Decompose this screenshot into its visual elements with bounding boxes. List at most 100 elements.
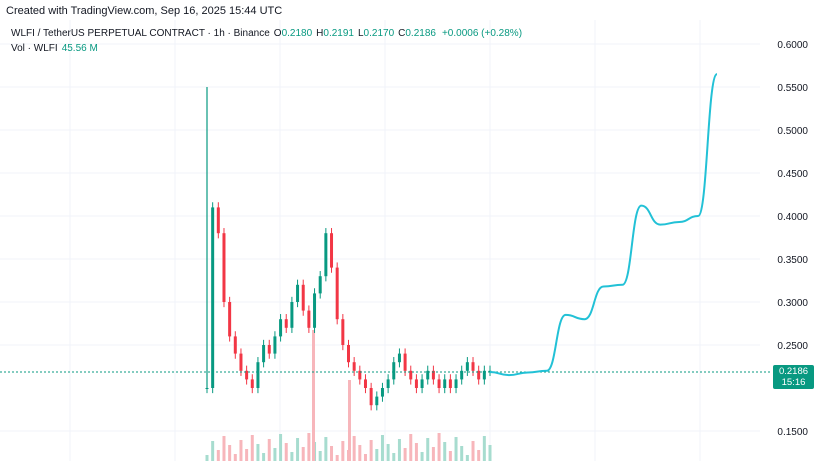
volume-bar — [443, 442, 447, 461]
candle-body — [386, 379, 390, 388]
high-label: H — [316, 28, 324, 39]
y-tick-label: 0.5000 — [777, 126, 808, 137]
candle-body — [262, 345, 266, 363]
change-value: +0.0006 (+0.28%) — [441, 28, 523, 39]
candle-body — [290, 302, 294, 328]
price-axis: 0.6000 0.5500 0.5000 0.4500 0.4000 0.3500 0.30… — [777, 40, 808, 438]
volume-bar — [222, 436, 226, 461]
y-tick-label: 0.3000 — [777, 298, 808, 309]
candle-body — [301, 284, 305, 311]
volume-bar — [488, 445, 492, 461]
volume-bar — [386, 444, 390, 461]
candle-body — [284, 319, 288, 328]
volume-bar — [397, 439, 401, 461]
projection-line — [489, 73, 718, 377]
candle-body — [211, 207, 215, 388]
candle-body — [222, 233, 226, 302]
candle-body — [443, 379, 447, 388]
volume-bar — [245, 449, 249, 461]
candle-body — [465, 362, 469, 371]
volume-bar — [233, 454, 237, 461]
volume-bar — [312, 330, 315, 461]
volume-row: Vol · WLFI 45.56 M — [11, 41, 522, 56]
candle-body — [431, 370, 435, 380]
volume-bar — [477, 450, 481, 461]
volume-bar — [279, 434, 283, 461]
volume-bar — [324, 437, 328, 461]
candle-body — [352, 362, 356, 371]
candle-body — [239, 353, 243, 371]
volume-bar — [375, 449, 379, 461]
candle-body — [409, 370, 413, 380]
candle-body — [397, 353, 401, 363]
volume-bar — [296, 438, 300, 461]
candle-body — [296, 284, 300, 302]
candle-body — [380, 388, 384, 397]
candle-body — [330, 233, 334, 268]
volume-bar — [341, 441, 345, 461]
volume-bar — [431, 447, 435, 461]
volume-bar — [239, 440, 243, 461]
candle-body — [216, 207, 220, 234]
candle-body — [267, 345, 271, 354]
candle-body — [245, 370, 249, 380]
volume-bar — [348, 380, 351, 461]
volume-bar — [426, 438, 430, 461]
symbol-name[interactable]: WLFI / TetherUS PERPETUAL CONTRACT · 1h … — [11, 28, 270, 39]
candle-body — [437, 379, 441, 388]
candle-body — [460, 370, 464, 380]
volume-bar — [330, 446, 334, 461]
volume-bar — [460, 446, 464, 461]
y-tick-label: 0.3500 — [777, 255, 808, 266]
volume-bar — [267, 439, 271, 461]
high-value: 0.2191 — [323, 28, 354, 39]
candle-body — [363, 379, 367, 388]
candle-body — [482, 370, 486, 380]
volume-bar — [273, 448, 277, 461]
volume-bar — [363, 454, 367, 461]
candle-body — [335, 267, 339, 320]
candle-body — [324, 233, 328, 277]
candle-body — [454, 379, 458, 388]
volume-bar — [284, 443, 288, 461]
chart-legend: WLFI / TetherUS PERPETUAL CONTRACT · 1h … — [11, 26, 522, 56]
chart-grid — [0, 20, 760, 461]
volume-bar — [448, 451, 452, 461]
volume-bar — [352, 436, 356, 461]
candle-body — [273, 336, 277, 354]
open-value: 0.2180 — [281, 28, 313, 39]
volume-bar — [250, 435, 254, 461]
volume-bar — [211, 441, 215, 461]
volume-bar — [437, 433, 441, 461]
close-value: 0.2186 — [405, 28, 436, 39]
volume-bar — [471, 441, 475, 461]
open-label: O — [273, 28, 282, 39]
volume-bar — [228, 445, 232, 461]
volume-bar — [216, 450, 220, 461]
volume-label[interactable]: Vol · WLFI — [11, 43, 58, 54]
volume-bar — [409, 434, 413, 461]
candle-body — [228, 302, 232, 337]
volume-bar — [380, 435, 384, 461]
volume-bar — [392, 453, 396, 461]
candle-body — [313, 293, 317, 328]
candle-body — [426, 370, 430, 380]
volume-bar — [256, 444, 260, 461]
volume-bars — [205, 330, 492, 461]
y-tick-label: 0.4500 — [777, 169, 808, 180]
volume-bar — [290, 452, 294, 461]
y-tick-label: 0.6000 — [777, 40, 808, 51]
volume-bar — [482, 436, 486, 461]
candle-body — [392, 362, 396, 380]
volume-bar — [262, 453, 266, 461]
volume-bar — [403, 448, 407, 461]
candle-body — [448, 379, 452, 388]
y-tick-label: 0.2500 — [777, 341, 808, 352]
volume-bar — [414, 443, 418, 461]
volume-value: 45.56 M — [61, 43, 98, 54]
low-value: 0.2170 — [363, 28, 395, 39]
volume-bar — [465, 455, 469, 461]
y-tick-label: 0.5500 — [777, 83, 808, 94]
last-price-badge: 0.2186 15:16 — [773, 365, 814, 389]
